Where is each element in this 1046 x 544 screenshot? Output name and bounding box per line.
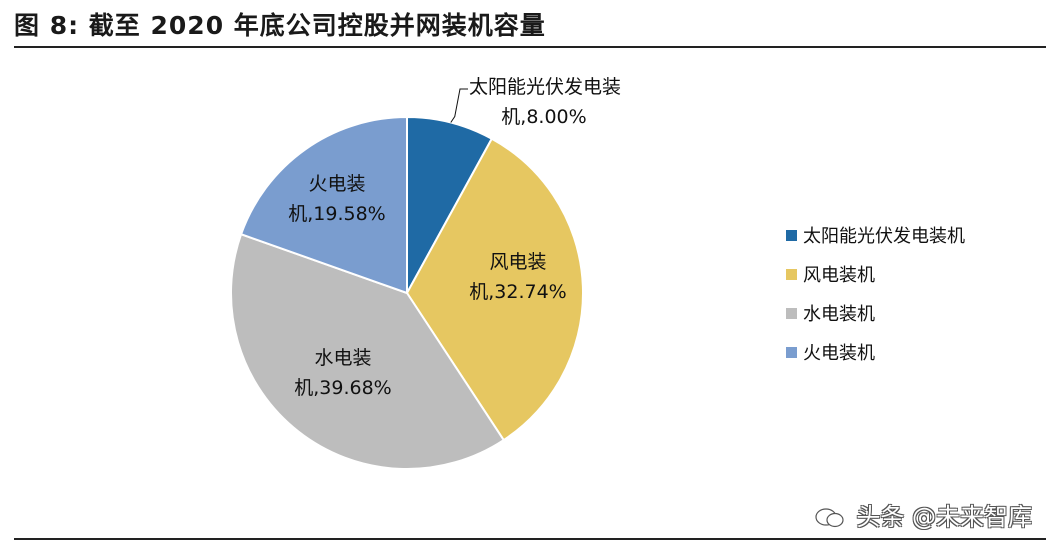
slice-label-4-line1: 火电装 [308, 173, 365, 195]
legend-label-2: 风电装机 [803, 265, 875, 286]
slice-label-4-line2: 机,19.58% [288, 203, 386, 225]
pie-slice-1 [406, 115, 494, 294]
slice-label-3-line1: 水电装 [314, 347, 371, 369]
pie-slices [230, 115, 584, 470]
legend-label-4: 火电装机 [803, 343, 875, 364]
watermark: 头条 @未来智库 [815, 497, 1032, 532]
leader-line-1 [450, 88, 468, 123]
slice-label-2-line2: 机,32.74% [469, 281, 567, 303]
pie-slice-3 [230, 232, 506, 470]
leader-lines [450, 88, 468, 123]
watermark-text: 头条 @未来智库 [856, 503, 1032, 531]
wechat-icon [815, 508, 844, 528]
slice-label-1-line1: 太阳能光伏发电装 [469, 76, 621, 98]
legend-label-1: 太阳能光伏发电装机 [803, 226, 965, 247]
top-rule [14, 46, 1046, 48]
legend-swatch-1 [786, 230, 797, 241]
pie-slice-2 [405, 137, 584, 442]
slice-labels: 太阳能光伏发电装机,8.00% 风电装机,32.74% 水电装机,39.68% 火电装… [288, 76, 621, 399]
pie-slice-4 [239, 115, 408, 295]
legend-swatch-4 [786, 347, 797, 358]
bottom-rule [14, 538, 1046, 540]
legend-swatch-2 [786, 269, 797, 280]
figure-title: 图 8: 截至 2020 年底公司控股并网装机容量 [14, 11, 546, 40]
slice-label-3-line2: 机,39.68% [294, 377, 392, 399]
legend-swatch-3 [786, 308, 797, 319]
slice-label-2-line1: 风电装 [489, 251, 546, 273]
slice-label-1-line2: 机,8.00% [501, 106, 586, 128]
legend-label-3: 水电装机 [803, 304, 875, 325]
